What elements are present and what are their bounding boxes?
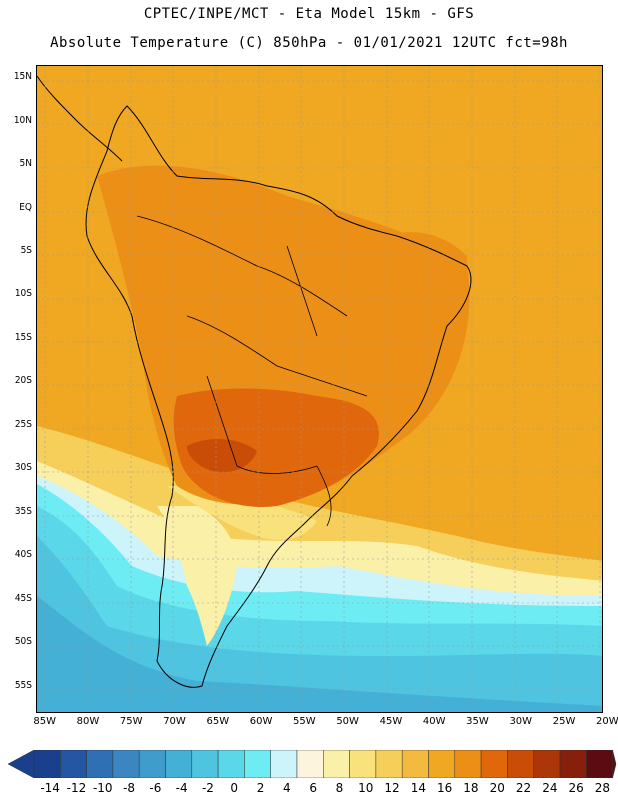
lat-label: 40S xyxy=(14,549,32,561)
lat-label: 25S xyxy=(14,418,32,430)
colorbar-tick-label: -4 xyxy=(175,781,188,795)
colorbar-tick-label: -14 xyxy=(40,781,60,795)
colorbar-arrow-low xyxy=(7,750,35,778)
colorbar-tick-label: 18 xyxy=(463,781,479,795)
map-field xyxy=(37,66,602,712)
lat-label: 5S xyxy=(20,245,32,256)
lon-label: 60W xyxy=(249,716,273,727)
colorbar-tick-label: -2 xyxy=(201,781,214,795)
colorbar-segment xyxy=(138,750,166,778)
colorbar-tick-label: 10 xyxy=(358,781,374,795)
field-argentina-warm xyxy=(167,486,317,541)
colorbar-segment xyxy=(60,750,87,778)
colorbar-tick-label: 24 xyxy=(542,781,558,795)
colorbar-tick-label: 4 xyxy=(283,781,291,795)
lon-label: 75W xyxy=(119,716,143,727)
field-patagonia-warm xyxy=(157,506,237,646)
field-22-24-core xyxy=(187,439,257,473)
colorbar-segment xyxy=(191,750,219,778)
lat-label: 15S xyxy=(14,331,32,343)
lat-label: 45S xyxy=(14,592,32,604)
map-subtitle: Absolute Temperature (C) 850hPa - 01/01/… xyxy=(50,35,568,51)
colorbar-tick-label: 16 xyxy=(437,781,453,795)
colorbar-segment xyxy=(401,750,429,778)
colorbar-tick-label: 0 xyxy=(230,781,239,795)
colorbar-tick-label: 14 xyxy=(410,781,426,795)
central-america-coastline xyxy=(37,75,123,162)
lon-label: 85W xyxy=(33,716,56,727)
colorbar-segment xyxy=(507,750,534,778)
lat-label: 10S xyxy=(14,288,32,300)
map-title: CPTEC/INPE/MCT - Eta Model 15km - GFS xyxy=(143,6,475,22)
map-gridlines xyxy=(37,66,602,712)
field-northeast-warm xyxy=(387,232,467,346)
temperature-colorbar xyxy=(7,750,617,778)
lon-label: 40W xyxy=(422,716,446,727)
colorbar-tick-label: -8 xyxy=(123,781,136,795)
colorbar-segment xyxy=(559,750,587,778)
lat-label: 30S xyxy=(14,462,32,474)
lon-label: 50W xyxy=(336,716,359,727)
colorbar-segment xyxy=(270,750,298,778)
colorbar-tick-label: 26 xyxy=(568,781,584,795)
colorbar-segment xyxy=(375,750,403,778)
lat-label: 5N xyxy=(19,158,32,170)
lon-label: 20W xyxy=(596,716,618,727)
lat-label: EQ xyxy=(19,201,32,213)
colorbar-segment xyxy=(533,750,561,778)
colorbar-segment xyxy=(296,750,324,778)
lon-label: 30W xyxy=(509,716,533,727)
south-america-coastline xyxy=(85,105,472,688)
field-20-22-core xyxy=(173,388,379,507)
colorbar-segment xyxy=(428,750,456,778)
colorbar-tick-label: -10 xyxy=(92,781,113,795)
colorbar-tick-label: 20 xyxy=(489,781,505,795)
colorbar-segment xyxy=(323,750,350,778)
colorbar-tick-label: 28 xyxy=(594,781,611,795)
colorbar-segment xyxy=(349,750,377,778)
lat-label: 50S xyxy=(14,636,32,648)
colorbar-segment xyxy=(217,750,245,778)
colorbar-segment xyxy=(86,750,114,778)
colorbar-tick-label: 6 xyxy=(309,781,317,795)
colorbar-tick-label: -12 xyxy=(66,781,87,795)
colorbar-segment xyxy=(454,750,482,778)
lon-label: 45W xyxy=(379,716,403,727)
colorbar-tick-label: 2 xyxy=(256,781,265,795)
colorbar-segment xyxy=(112,750,140,778)
colorbar-tick-label: -6 xyxy=(149,781,162,795)
country-borders xyxy=(136,215,368,527)
lon-label: 70W xyxy=(163,716,186,727)
colorbar-segment xyxy=(165,750,193,778)
lat-label: 15N xyxy=(13,71,32,83)
lat-label: 55S xyxy=(14,679,32,691)
lon-label: 55W xyxy=(293,716,316,727)
colorbar-arrow-high xyxy=(612,750,617,778)
colorbar-segment xyxy=(244,750,271,778)
colorbar-tick-label: 12 xyxy=(384,781,400,795)
lat-label: 10N xyxy=(13,114,32,126)
colorbar-tick-label: 8 xyxy=(335,781,344,795)
colorbar-tick-label: 22 xyxy=(515,781,532,795)
lon-label: 35W xyxy=(466,716,489,727)
colorbar-segment xyxy=(33,750,61,778)
lat-label: 20S xyxy=(14,375,32,387)
colorbar-segment xyxy=(480,750,508,778)
lon-label: 80W xyxy=(76,716,100,727)
lat-label: 35S xyxy=(14,505,32,517)
temperature-map xyxy=(36,65,603,713)
field-minus2-0-band xyxy=(37,536,602,712)
lon-label: 65W xyxy=(206,716,230,727)
lon-label: 25W xyxy=(552,716,576,727)
colorbar-segment xyxy=(586,750,613,778)
